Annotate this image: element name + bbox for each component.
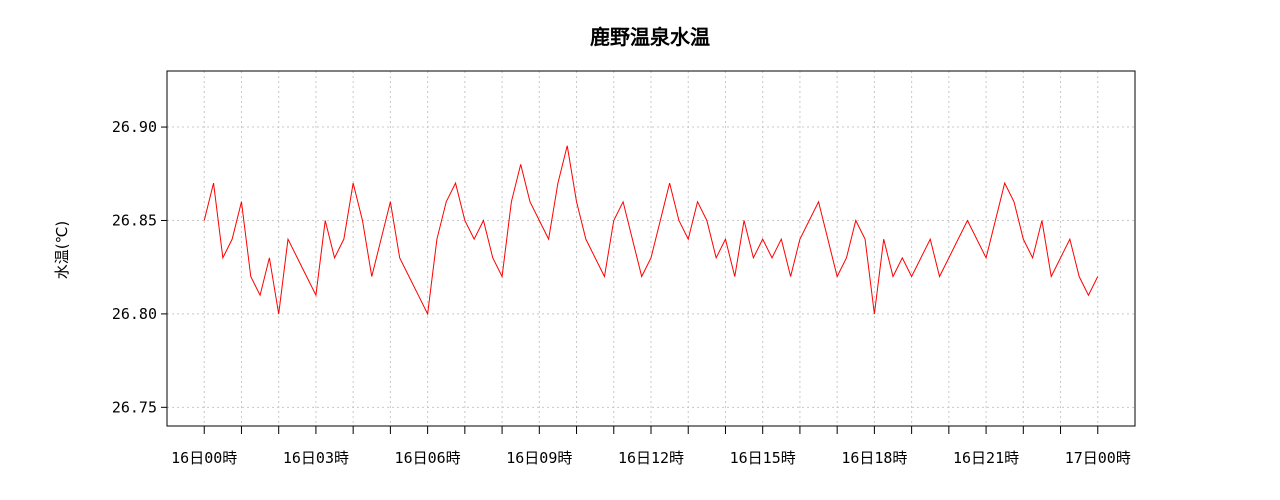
x-tick-label: 16日03時 xyxy=(283,449,349,467)
y-tick-label: 26.85 xyxy=(112,211,157,229)
x-tick-label: 16日00時 xyxy=(171,449,237,467)
x-tick-label: 16日12時 xyxy=(618,449,684,467)
grid xyxy=(167,71,1135,426)
y-axis-label: 水温(℃) xyxy=(53,221,71,280)
x-tick-label: 16日06時 xyxy=(395,449,461,467)
series-line xyxy=(203,145,1099,316)
x-tick-label: 16日18時 xyxy=(841,449,907,467)
series-layer xyxy=(203,145,1099,316)
y-tick-label: 26.90 xyxy=(112,118,157,136)
x-axis: 16日00時 16日03時 16日06時 16日09時 16日12時 16日15時 16日1… xyxy=(171,426,1131,467)
x-tick-label: 16日21時 xyxy=(953,449,1019,467)
y-axis: 26.75 26.80 26.85 26.90 xyxy=(112,118,167,416)
x-tick-label: 16日09時 xyxy=(506,449,572,467)
chart-title: 鹿野温泉水温 xyxy=(590,25,710,49)
y-tick-label: 26.75 xyxy=(112,398,157,416)
y-tick-label: 26.80 xyxy=(112,305,157,323)
x-tick-label: 16日15時 xyxy=(730,449,796,467)
x-tick-label: 17日00時 xyxy=(1065,449,1131,467)
